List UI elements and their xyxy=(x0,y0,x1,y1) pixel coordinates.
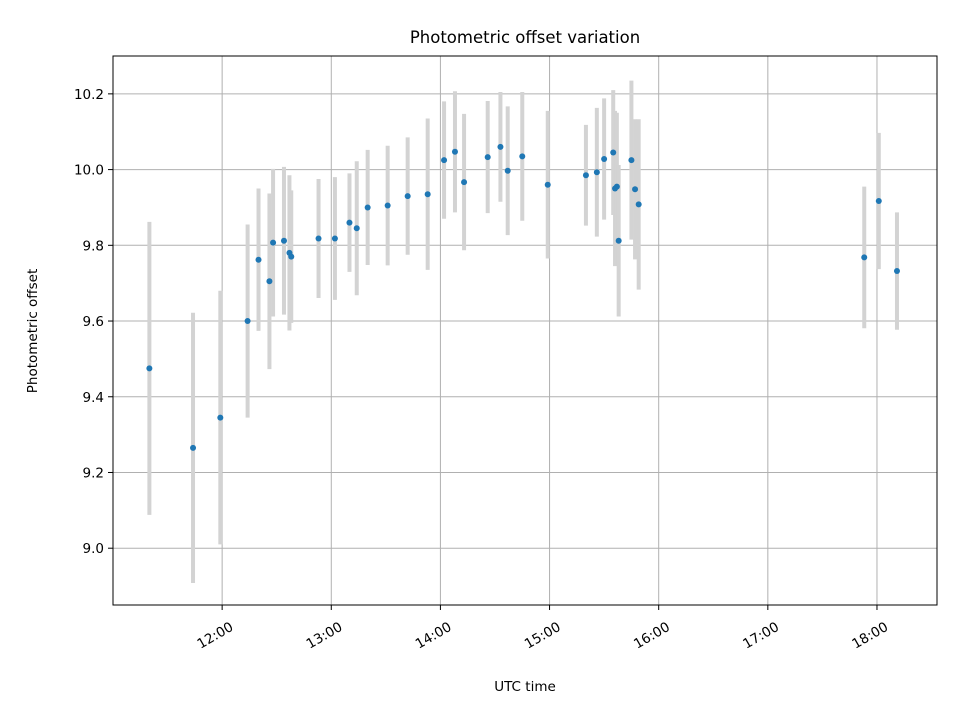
data-point xyxy=(861,254,868,261)
y-axis-ticks: 9.0 9.2 9.4 9.6 9.8 10.0 10.2 xyxy=(74,87,113,557)
grid-lines xyxy=(113,56,937,605)
data-point xyxy=(893,268,900,275)
data-point xyxy=(190,444,197,451)
data-point xyxy=(628,157,635,164)
data-point xyxy=(315,235,322,242)
y-tick-label: 9.2 xyxy=(83,465,104,481)
y-tick-label: 10.0 xyxy=(74,163,104,179)
data-point xyxy=(461,179,468,186)
data-point xyxy=(146,365,153,372)
data-point xyxy=(424,191,431,198)
x-axis-ticks: 12:00 13:00 14:00 15:00 16:00 17:00 18:00 xyxy=(195,605,891,652)
data-point xyxy=(280,237,287,244)
x-tick-label: 13:00 xyxy=(304,619,346,652)
data-point xyxy=(244,318,251,325)
y-tick-label: 9.6 xyxy=(83,314,104,330)
x-axis-label: UTC time xyxy=(494,679,556,695)
data-point xyxy=(593,169,600,176)
data-point xyxy=(504,167,511,174)
y-tick-label: 9.8 xyxy=(83,238,104,254)
data-point xyxy=(270,239,277,246)
x-tick-label: 17:00 xyxy=(740,619,782,652)
data-point xyxy=(497,143,504,150)
data-point xyxy=(519,153,526,160)
plot-frame xyxy=(112,55,938,606)
chart-title: Photometric offset variation xyxy=(410,28,640,47)
x-tick-label: 18:00 xyxy=(849,619,891,652)
data-points xyxy=(146,143,900,451)
y-tick-label: 9.0 xyxy=(83,541,104,557)
data-point xyxy=(613,183,620,190)
x-tick-label: 16:00 xyxy=(631,619,673,652)
data-point xyxy=(404,193,411,200)
data-point xyxy=(451,148,458,155)
data-point xyxy=(266,278,273,285)
data-point xyxy=(484,154,491,161)
data-point xyxy=(544,181,551,188)
y-tick-label: 9.4 xyxy=(83,390,104,406)
data-point xyxy=(635,201,642,208)
data-point xyxy=(441,157,448,164)
data-point xyxy=(582,172,589,179)
y-axis-label: Photometric offset xyxy=(25,269,41,393)
y-tick-label: 10.2 xyxy=(74,87,104,103)
x-tick-label: 12:00 xyxy=(195,619,237,652)
data-point xyxy=(364,204,371,211)
data-point xyxy=(615,237,622,244)
data-point xyxy=(331,235,338,242)
data-point xyxy=(288,253,295,260)
data-point xyxy=(255,256,262,263)
data-point xyxy=(601,155,608,162)
data-point xyxy=(353,225,360,232)
x-tick-label: 15:00 xyxy=(522,619,564,652)
data-point xyxy=(384,202,391,209)
data-point xyxy=(875,198,882,205)
data-point xyxy=(610,149,617,156)
data-point xyxy=(632,186,639,193)
data-point xyxy=(346,219,353,226)
data-point xyxy=(217,414,224,421)
x-tick-label: 14:00 xyxy=(413,619,455,652)
